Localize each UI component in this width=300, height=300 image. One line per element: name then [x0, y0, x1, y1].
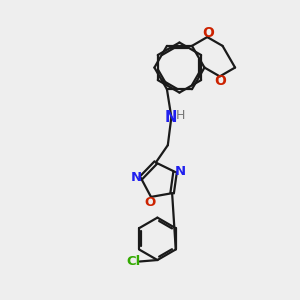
Text: O: O: [214, 74, 226, 88]
Text: H: H: [176, 109, 185, 122]
Text: N: N: [164, 110, 177, 125]
Text: N: N: [175, 165, 186, 178]
Text: O: O: [202, 26, 214, 40]
Text: N: N: [130, 171, 142, 184]
Text: O: O: [145, 196, 156, 209]
Text: Cl: Cl: [126, 255, 140, 268]
